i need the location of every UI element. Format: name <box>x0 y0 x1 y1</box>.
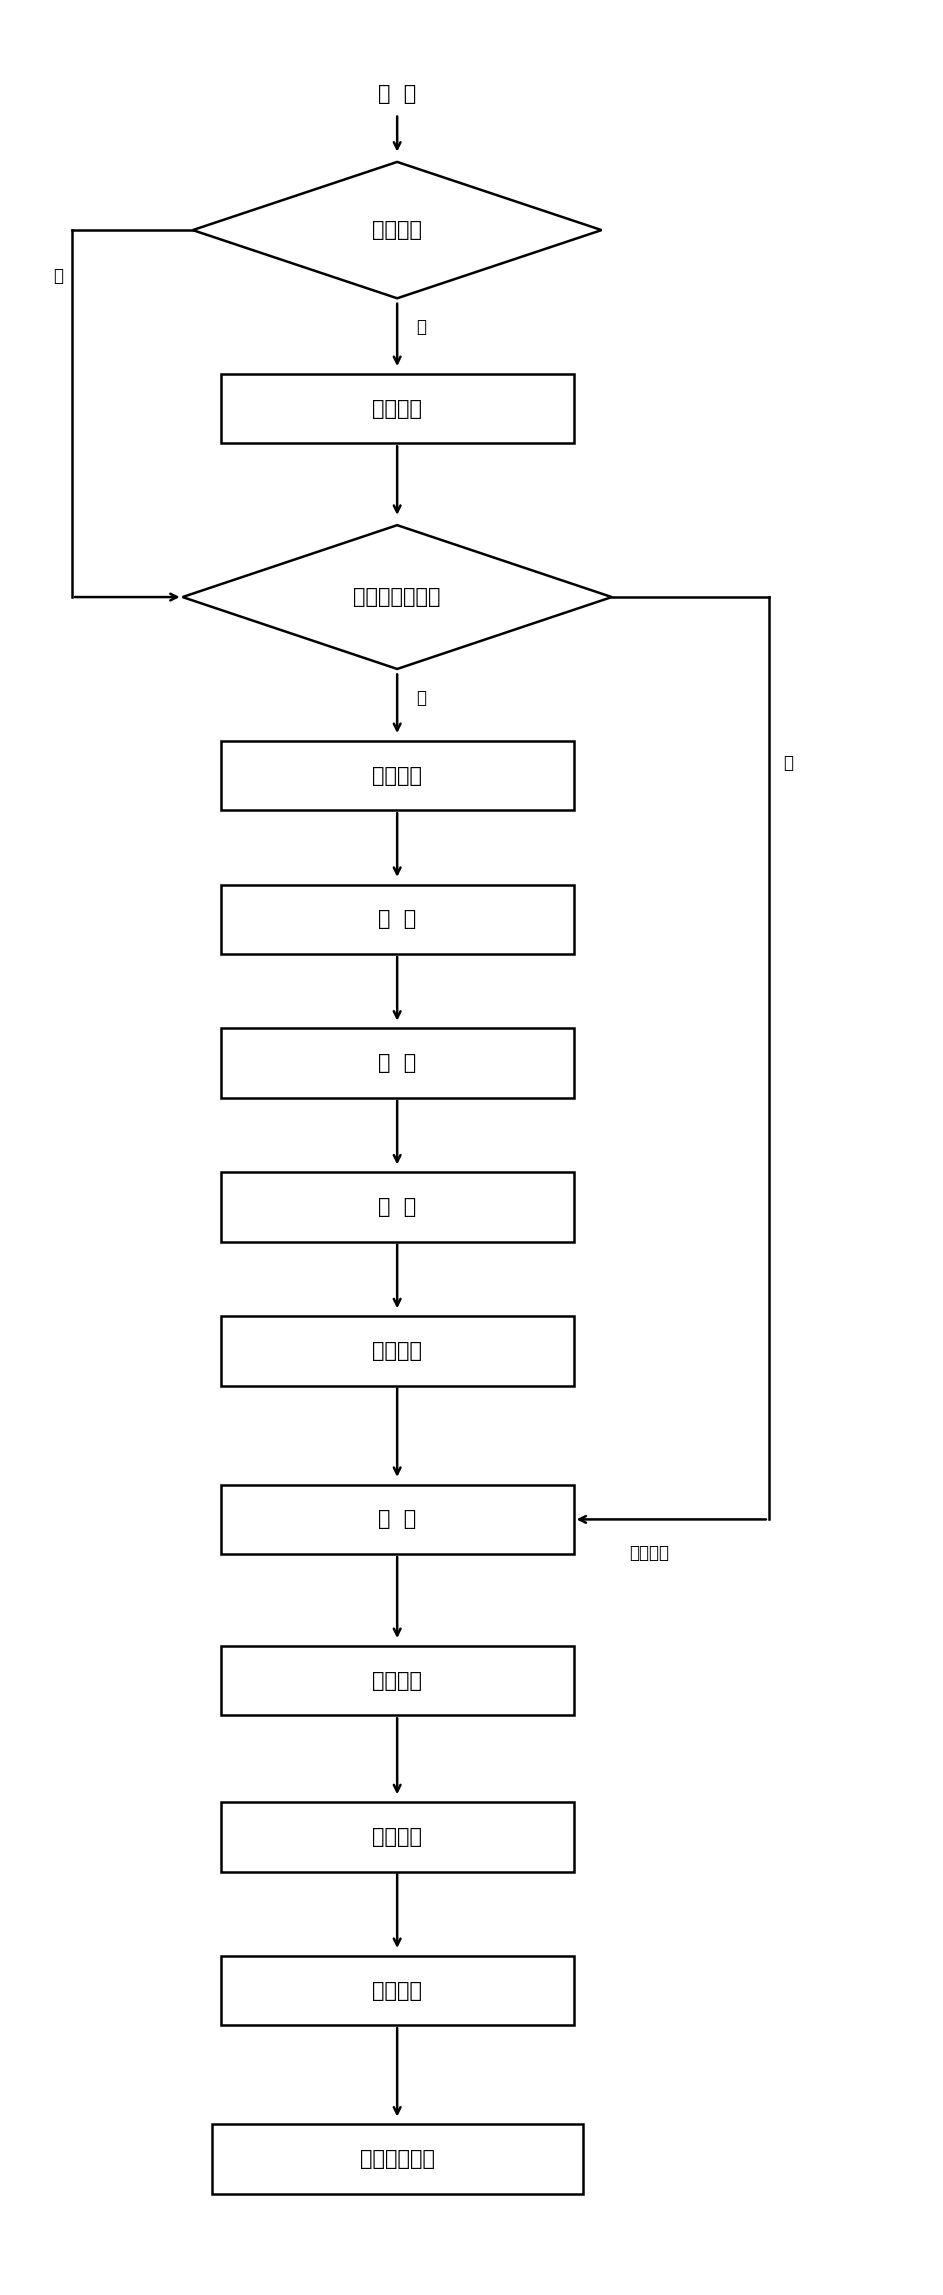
Polygon shape <box>192 163 602 298</box>
FancyBboxPatch shape <box>221 1485 573 1554</box>
FancyBboxPatch shape <box>221 1315 573 1386</box>
Text: 机械摔拌: 机械摔拌 <box>372 1981 422 2001</box>
Text: 是否表面氧化？: 是否表面氧化？ <box>354 588 441 608</box>
Text: 是: 是 <box>416 688 425 707</box>
Text: 超  声: 超 声 <box>378 909 416 929</box>
Text: 超声分散: 超声分散 <box>372 1827 422 1847</box>
Text: 是: 是 <box>53 266 62 285</box>
FancyBboxPatch shape <box>221 1955 573 2024</box>
FancyBboxPatch shape <box>221 741 573 810</box>
Polygon shape <box>183 526 612 668</box>
Text: 颢粒金属液体: 颢粒金属液体 <box>359 2148 435 2169</box>
FancyBboxPatch shape <box>221 1646 573 1714</box>
FancyBboxPatch shape <box>221 1802 573 1870</box>
Text: 机械摔拌: 机械摔拌 <box>372 1671 422 1691</box>
FancyBboxPatch shape <box>221 1028 573 1097</box>
FancyBboxPatch shape <box>221 374 573 443</box>
Text: 离  心: 离 心 <box>378 1198 416 1216</box>
Text: 表面修饰: 表面修饰 <box>372 399 422 418</box>
Text: 是否金属: 是否金属 <box>372 220 422 241</box>
Text: 否: 否 <box>416 319 425 335</box>
FancyBboxPatch shape <box>221 1173 573 1242</box>
Text: 液态金属: 液态金属 <box>629 1545 670 1563</box>
FancyBboxPatch shape <box>221 884 573 955</box>
Text: 去氧化层: 去氧化层 <box>372 767 422 785</box>
Text: 水  洗: 水 洗 <box>378 1053 416 1074</box>
Text: 掺  混: 掺 混 <box>378 1510 416 1528</box>
FancyBboxPatch shape <box>212 2125 583 2194</box>
Text: 真空干燥: 真空干燥 <box>372 1340 422 1361</box>
Text: 否: 否 <box>783 755 793 771</box>
Text: 颢  粒: 颢 粒 <box>378 83 416 103</box>
